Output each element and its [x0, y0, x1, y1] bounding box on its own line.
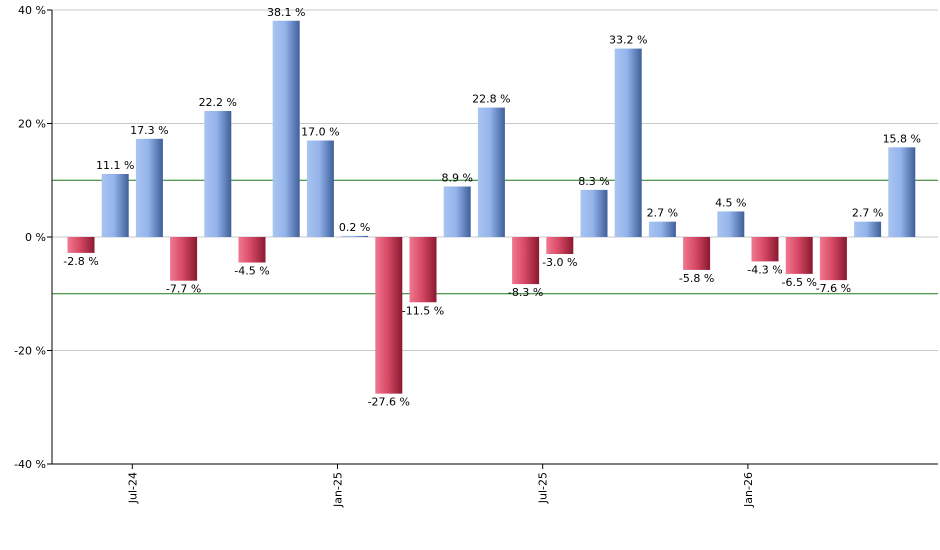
bar: [204, 111, 232, 237]
bar: [375, 237, 403, 394]
bar: [477, 107, 505, 237]
y-tick-label: 0 %: [25, 231, 46, 244]
data-label: 33.2 %: [609, 34, 647, 47]
bar: [170, 237, 198, 281]
data-label: 2.7 %: [852, 207, 883, 220]
bar: [648, 221, 676, 237]
bar: [443, 186, 471, 237]
data-label: 38.1 %: [267, 6, 305, 19]
data-label: 8.9 %: [441, 171, 472, 184]
bars: [67, 20, 916, 394]
data-label: 17.0 %: [301, 126, 339, 139]
axes: 40 % 20 % 0 % -20 % -40 % Jul-24 Jan-25 Jul-25 J…: [14, 4, 938, 508]
bar: [409, 237, 437, 303]
data-label: -11.5 %: [402, 304, 444, 317]
data-label: 17.3 %: [130, 124, 168, 137]
data-label: 11.1 %: [96, 159, 134, 172]
x-tick-label: Jan-25: [332, 472, 345, 508]
data-label: -4.3 %: [747, 263, 782, 276]
bar: [101, 174, 129, 237]
bar: [785, 237, 813, 274]
bar: [306, 140, 334, 237]
bar: [135, 138, 163, 237]
x-tick-label: Jan-26: [742, 472, 755, 508]
bar: [854, 221, 882, 237]
data-label: -7.6 %: [816, 282, 851, 295]
bar: [238, 237, 266, 263]
bar: [67, 237, 95, 253]
y-tick-label: 40 %: [18, 4, 46, 17]
bar: [341, 235, 369, 237]
data-label: -27.6 %: [368, 396, 410, 409]
data-label: -2.8 %: [63, 255, 98, 268]
data-label: 4.5 %: [715, 196, 746, 209]
data-label: -7.7 %: [166, 283, 201, 296]
bar: [512, 237, 540, 285]
bar: [614, 48, 642, 238]
data-label: 15.8 %: [883, 132, 921, 145]
data-label: -8.3 %: [508, 286, 543, 299]
data-label: 2.7 %: [647, 207, 678, 220]
y-tick-label: -20 %: [14, 345, 46, 358]
bar: [272, 20, 300, 237]
x-tick-label: Jul-24: [126, 472, 139, 504]
data-label: -4.5 %: [234, 265, 269, 278]
bar: [546, 237, 574, 255]
bar: [683, 237, 711, 270]
data-label: 22.8 %: [472, 93, 510, 106]
bar: [751, 237, 779, 262]
data-label: -6.5 %: [781, 276, 816, 289]
data-label: 22.2 %: [199, 96, 237, 109]
bar: [580, 189, 608, 237]
bar: [888, 147, 916, 237]
data-label: -5.8 %: [679, 272, 714, 285]
data-label: -3.0 %: [542, 256, 577, 269]
data-labels: -2.8 % 11.1 % 17.3 % -7.7 % 22.2 % -4.5 % 38.1…: [63, 6, 921, 409]
data-label: 0.2 %: [339, 221, 370, 234]
data-label: 8.3 %: [578, 175, 609, 188]
bar: [717, 211, 745, 237]
y-tick-label: -40 %: [14, 458, 46, 471]
y-tick-label: 20 %: [18, 118, 46, 131]
x-tick-label: Jul-25: [537, 472, 550, 504]
bar: [819, 237, 847, 281]
